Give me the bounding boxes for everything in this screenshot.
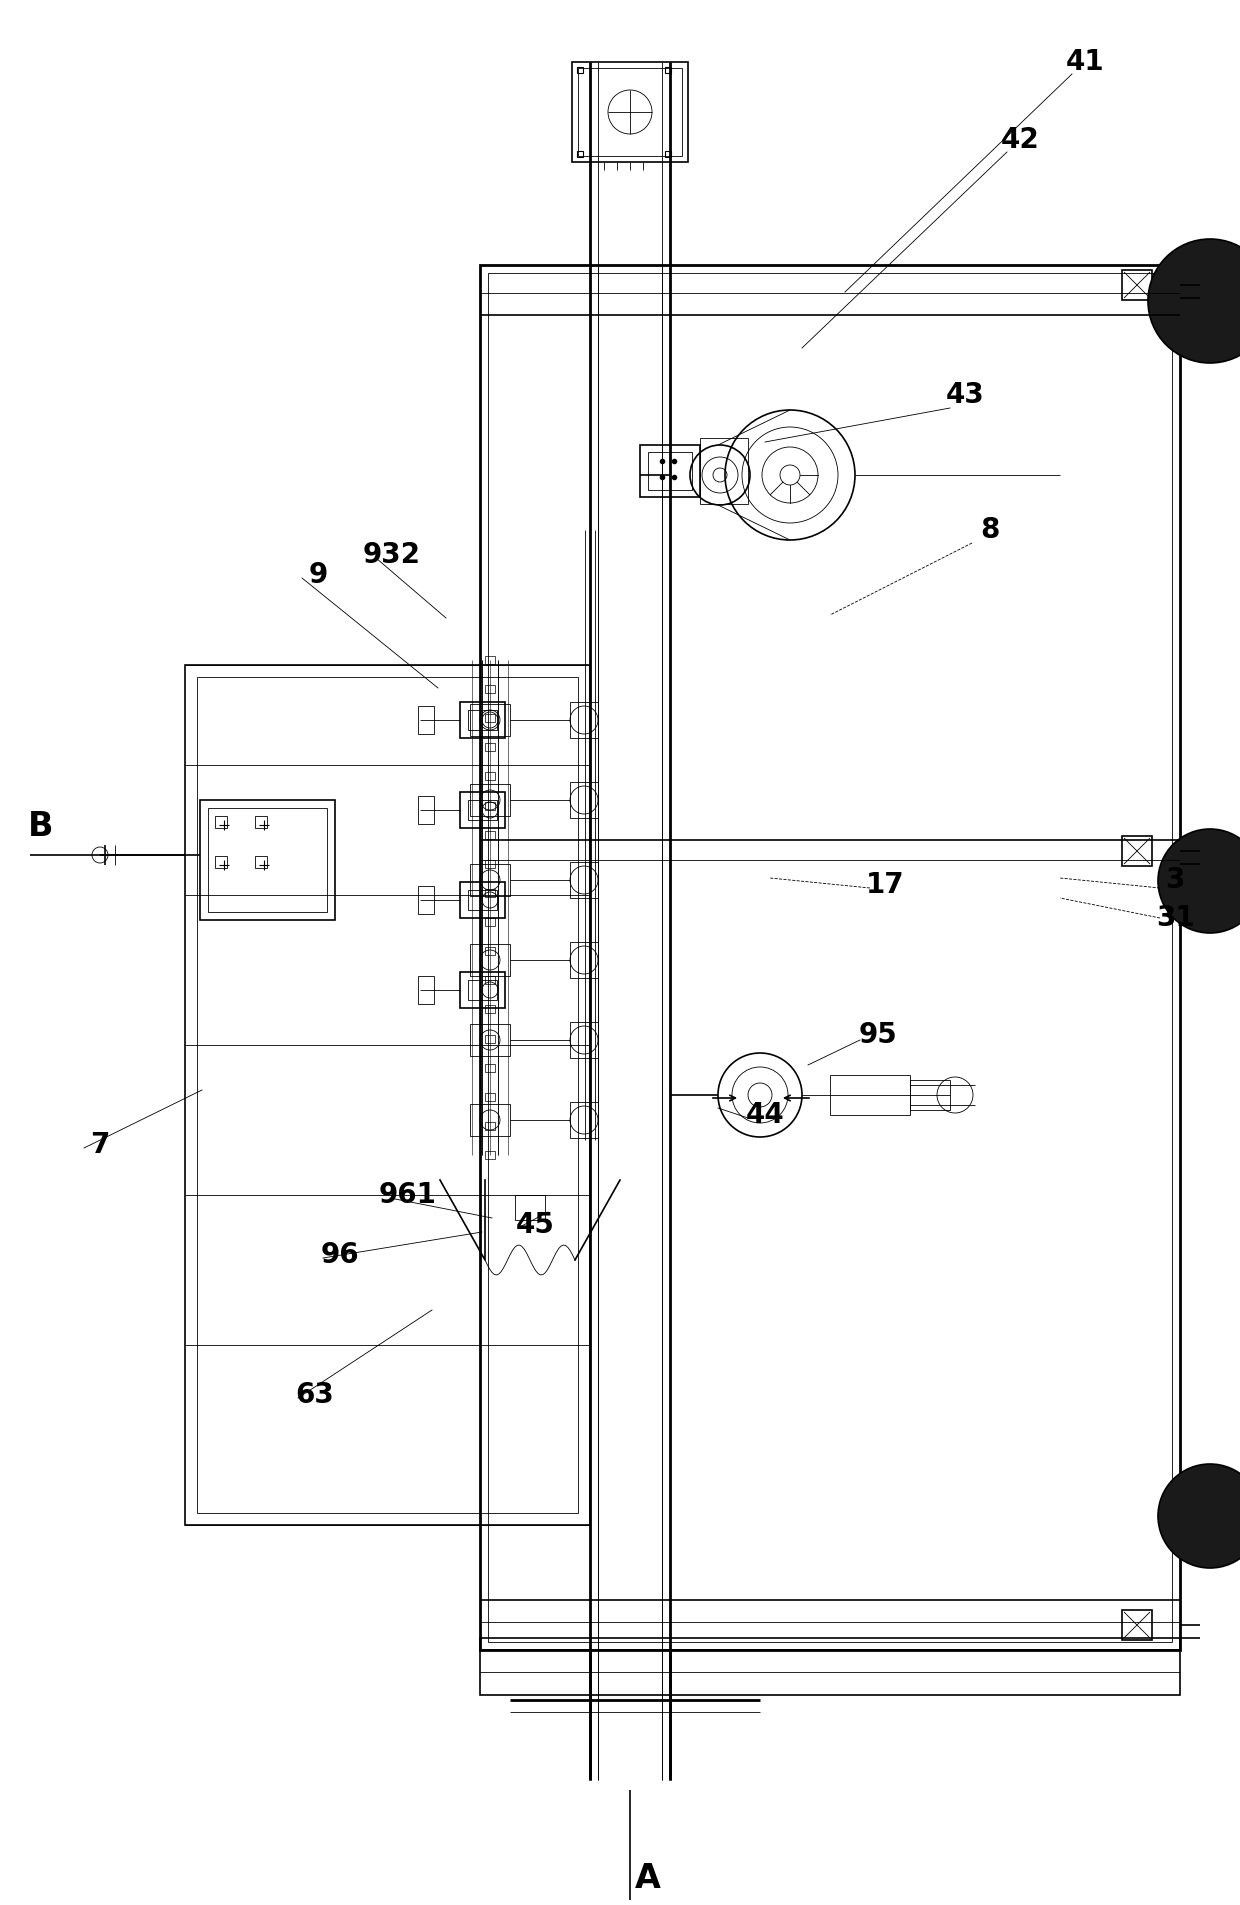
Bar bbox=[470, 945, 510, 975]
Bar bbox=[467, 800, 497, 819]
Bar bbox=[480, 1638, 1180, 1650]
Bar bbox=[467, 979, 497, 1000]
Bar bbox=[485, 802, 495, 810]
Bar bbox=[200, 800, 335, 920]
Bar bbox=[830, 1074, 910, 1114]
Bar bbox=[485, 1034, 495, 1042]
Bar bbox=[640, 446, 701, 497]
Bar bbox=[467, 711, 497, 730]
Bar bbox=[418, 796, 434, 825]
Bar bbox=[470, 1105, 510, 1135]
Bar bbox=[197, 676, 578, 1513]
Bar bbox=[1122, 271, 1152, 299]
Bar bbox=[485, 859, 495, 869]
Bar bbox=[470, 1025, 510, 1055]
Bar bbox=[572, 63, 688, 162]
Bar bbox=[480, 265, 1180, 1650]
Text: 41: 41 bbox=[1065, 48, 1105, 76]
Bar bbox=[485, 918, 495, 926]
Text: 63: 63 bbox=[295, 1381, 335, 1410]
Bar bbox=[489, 272, 1172, 1642]
Bar bbox=[570, 703, 598, 737]
Bar bbox=[418, 975, 434, 1004]
Bar bbox=[470, 785, 510, 815]
Bar bbox=[460, 882, 505, 918]
Bar bbox=[485, 1063, 495, 1073]
Bar bbox=[208, 808, 327, 912]
Bar bbox=[485, 1093, 495, 1101]
Bar bbox=[460, 792, 505, 829]
Circle shape bbox=[1148, 238, 1240, 364]
Bar bbox=[1122, 1610, 1152, 1640]
Bar bbox=[480, 1650, 1180, 1695]
Bar bbox=[570, 941, 598, 977]
Bar bbox=[485, 655, 495, 665]
Text: B: B bbox=[29, 810, 53, 844]
Text: 932: 932 bbox=[363, 541, 422, 570]
Bar bbox=[418, 707, 434, 733]
Bar bbox=[570, 781, 598, 817]
Bar bbox=[485, 772, 495, 781]
Bar bbox=[485, 743, 495, 751]
Text: A: A bbox=[635, 1861, 661, 1895]
Bar bbox=[460, 703, 505, 737]
Circle shape bbox=[1158, 829, 1240, 933]
Bar bbox=[570, 861, 598, 897]
Text: 43: 43 bbox=[946, 381, 985, 410]
Bar bbox=[418, 886, 434, 914]
Bar bbox=[701, 438, 748, 505]
Text: 42: 42 bbox=[1001, 126, 1039, 154]
Bar bbox=[485, 1006, 495, 1013]
Bar bbox=[485, 714, 495, 722]
Text: 17: 17 bbox=[866, 871, 904, 899]
Text: 96: 96 bbox=[321, 1240, 360, 1269]
Bar bbox=[185, 665, 590, 1526]
Bar bbox=[1122, 836, 1152, 867]
Bar bbox=[910, 1080, 950, 1111]
Bar bbox=[460, 972, 505, 1008]
Text: 7: 7 bbox=[91, 1132, 109, 1158]
Bar bbox=[485, 947, 495, 954]
Bar bbox=[467, 890, 497, 911]
Text: 8: 8 bbox=[981, 516, 999, 545]
Bar bbox=[470, 705, 510, 735]
Bar bbox=[515, 1194, 546, 1219]
Circle shape bbox=[1158, 1465, 1240, 1568]
Bar bbox=[485, 1151, 495, 1158]
Bar bbox=[570, 1101, 598, 1137]
Bar bbox=[485, 831, 495, 838]
Bar bbox=[485, 1122, 495, 1130]
Bar bbox=[485, 890, 495, 897]
Text: 961: 961 bbox=[379, 1181, 436, 1210]
Text: 44: 44 bbox=[745, 1101, 785, 1130]
Bar bbox=[570, 1021, 598, 1057]
Text: 9: 9 bbox=[309, 560, 327, 589]
Text: 95: 95 bbox=[858, 1021, 898, 1050]
Text: 3: 3 bbox=[1166, 867, 1184, 893]
Bar bbox=[649, 451, 692, 490]
Bar bbox=[578, 69, 682, 156]
Text: 45: 45 bbox=[516, 1212, 554, 1238]
Bar bbox=[485, 975, 495, 985]
Bar bbox=[470, 865, 510, 895]
Bar bbox=[485, 686, 495, 693]
Text: 31: 31 bbox=[1156, 905, 1194, 932]
